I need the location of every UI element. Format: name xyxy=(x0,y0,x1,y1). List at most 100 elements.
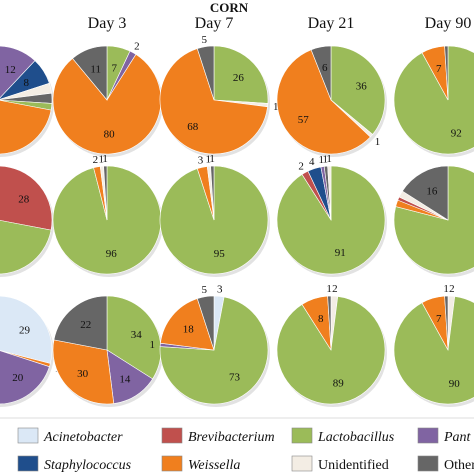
slice-label: 5 xyxy=(202,284,208,296)
legend-item-others: Others xyxy=(417,455,474,473)
pie-slice-lactobacillus xyxy=(106,295,162,380)
legend-label: Acinetobacter xyxy=(43,430,123,445)
slice-label: 68 xyxy=(187,121,199,133)
pie-slice-others xyxy=(310,45,332,101)
slice-label: 8 xyxy=(24,77,30,89)
legend-label: Weissella xyxy=(188,458,240,473)
pie-r0-c1: 7 2 80 11 xyxy=(52,41,163,157)
pie-slice-weissella xyxy=(52,53,162,155)
legend-swatch xyxy=(161,427,183,444)
slice-label: 2 xyxy=(298,161,304,173)
pie-slice-weissella xyxy=(160,298,215,351)
pie-slice-others xyxy=(210,165,215,221)
pie-slice-others xyxy=(72,45,108,101)
legend-label: Pant xyxy=(443,430,472,445)
slice-label: 1 xyxy=(326,153,332,165)
slice-label: 2 xyxy=(134,41,140,53)
slice-label: 1 xyxy=(205,153,211,165)
pie-r0-c3: 36 1 57 6 xyxy=(276,45,387,157)
legend-label: Brevibacterium xyxy=(188,430,275,445)
slice-label: 3 xyxy=(198,155,204,167)
pie-slice-lactobacillus xyxy=(159,296,269,405)
pie-r2-c4: 2 90 7 1 xyxy=(393,283,474,407)
legend: Acinetobacter Brevibacterium Lactobacillus… xyxy=(0,417,474,473)
legend-label: Unidentified xyxy=(318,458,389,473)
pie-r1-c4: 16 xyxy=(393,165,474,277)
slice-label: 95 xyxy=(214,248,226,260)
slice-label: 73 xyxy=(229,372,241,384)
slice-label: 1 xyxy=(319,154,325,166)
pie-slice-others xyxy=(196,45,215,101)
column-header-day-3: Day 3 xyxy=(88,15,127,32)
pie-r2-c1: 34 14 30 22 xyxy=(52,295,163,407)
pie-slice-others xyxy=(401,165,449,221)
legend-swatch xyxy=(17,427,39,444)
slice-label: 80 xyxy=(104,128,116,140)
pie-slice-others xyxy=(53,295,108,351)
slice-label: 20 xyxy=(12,372,24,384)
legend-swatch xyxy=(291,455,313,472)
pie-r1-c2: 95 3 11 xyxy=(159,153,270,277)
slice-label: 1 xyxy=(322,153,328,165)
slice-label: 2 xyxy=(332,283,338,295)
pie-slice-weissella xyxy=(276,49,371,155)
slice-label: 2 xyxy=(449,283,455,295)
slice-label: 34 xyxy=(131,329,143,341)
pie-r0-c2: 26 1 68 5 xyxy=(159,34,279,157)
column-header-day-7: Day 7 xyxy=(195,15,234,32)
pie-slice-weissella xyxy=(0,100,52,155)
legend-swatch xyxy=(417,427,439,444)
pie-slice-weissella xyxy=(52,339,115,405)
legend-item-unidentified: Unidentified xyxy=(291,455,389,473)
legend-swatch xyxy=(291,427,313,444)
legend-label: Others xyxy=(444,458,474,473)
slice-label: 6 xyxy=(322,62,328,74)
pie-slice-brevibacterium xyxy=(0,165,53,231)
legend-item-weissella: Weissella xyxy=(161,455,240,473)
slice-label: 1 xyxy=(209,153,215,165)
pie-r0-c4: 92 7 xyxy=(393,45,474,157)
slice-label: 16 xyxy=(426,186,438,198)
column-header-day-21: Day 21 xyxy=(308,15,355,32)
pie-slice-lactobacillus xyxy=(393,165,474,275)
pie-r0-c0: 12833271 xyxy=(0,45,63,157)
slice-label: 1 xyxy=(273,101,279,113)
slice-label: 36 xyxy=(356,81,368,93)
slice-label: 7 xyxy=(112,62,118,74)
slice-label: 57 xyxy=(298,114,310,126)
pie-slice-others xyxy=(444,295,449,351)
pie-slice-lactobacillus xyxy=(0,220,52,275)
pie-r2-c0: 29120 xyxy=(0,295,60,407)
slice-label: 3 xyxy=(217,283,223,295)
slice-label: 8 xyxy=(318,313,324,325)
slice-label: 90 xyxy=(449,378,461,390)
legend-item-brevibacterium: Brevibacterium xyxy=(161,427,275,445)
slice-label: 2 xyxy=(93,154,99,166)
slice-label: 29 xyxy=(19,325,31,337)
pie-slice-acinetobacter xyxy=(0,295,53,364)
pie-r1-c1: 96 2 11 xyxy=(52,153,163,277)
legend-label: Staphylococcus xyxy=(44,458,132,473)
column-header-day-90: Day 90 xyxy=(425,15,472,32)
pie-r2-c3: 2 89 8 1 xyxy=(276,283,387,407)
slice-label: 1 xyxy=(102,153,108,165)
legend-swatch xyxy=(417,455,439,472)
slice-label: 7 xyxy=(436,313,442,325)
slice-label: 5 xyxy=(202,34,208,46)
slice-label: 91 xyxy=(335,247,346,259)
slice-label: 14 xyxy=(119,373,131,385)
legend-swatch xyxy=(17,455,39,472)
legend-item-acinetobacter: Acinetobacter xyxy=(17,427,123,445)
slice-label: 96 xyxy=(106,248,118,260)
chart-title: CORN xyxy=(210,0,249,15)
slice-label: 18 xyxy=(183,324,195,336)
pie-slice-pantoea xyxy=(0,350,50,405)
pie-slice-lactobacillus xyxy=(393,296,474,405)
legend-swatch xyxy=(161,455,183,472)
slice-label: 92 xyxy=(451,127,462,139)
slice-label: 11 xyxy=(90,64,101,76)
pie-slice-others xyxy=(196,295,215,351)
slice-label: 89 xyxy=(333,378,345,390)
pie-r2-c2: 3 73 1 18 5 xyxy=(150,283,270,407)
